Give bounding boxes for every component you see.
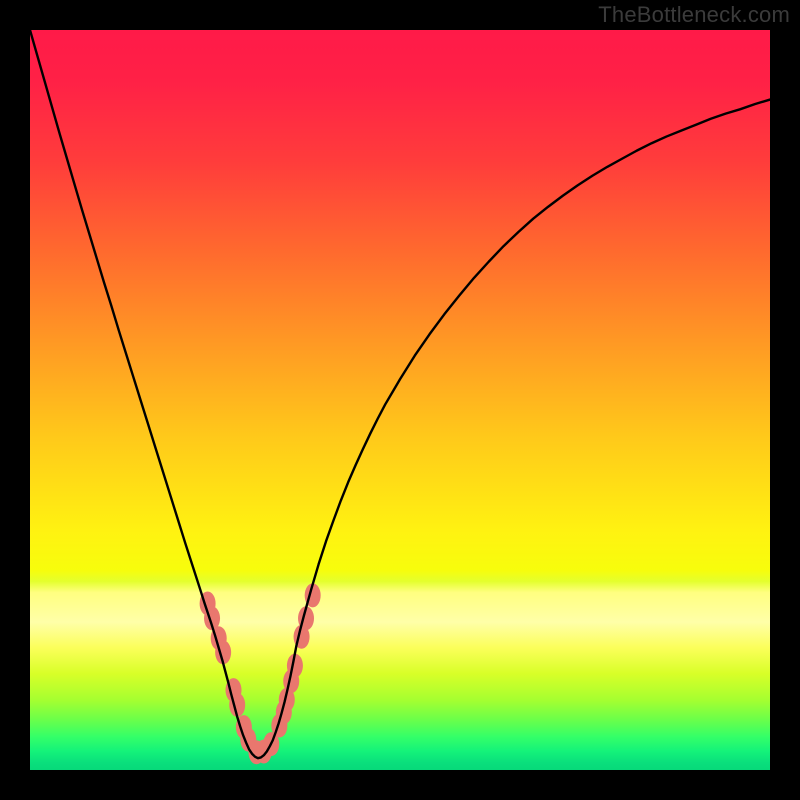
- plot-svg: [30, 30, 770, 770]
- watermark-text: TheBottleneck.com: [598, 2, 790, 28]
- chart-frame: TheBottleneck.com: [0, 0, 800, 800]
- plot-area: [30, 30, 770, 770]
